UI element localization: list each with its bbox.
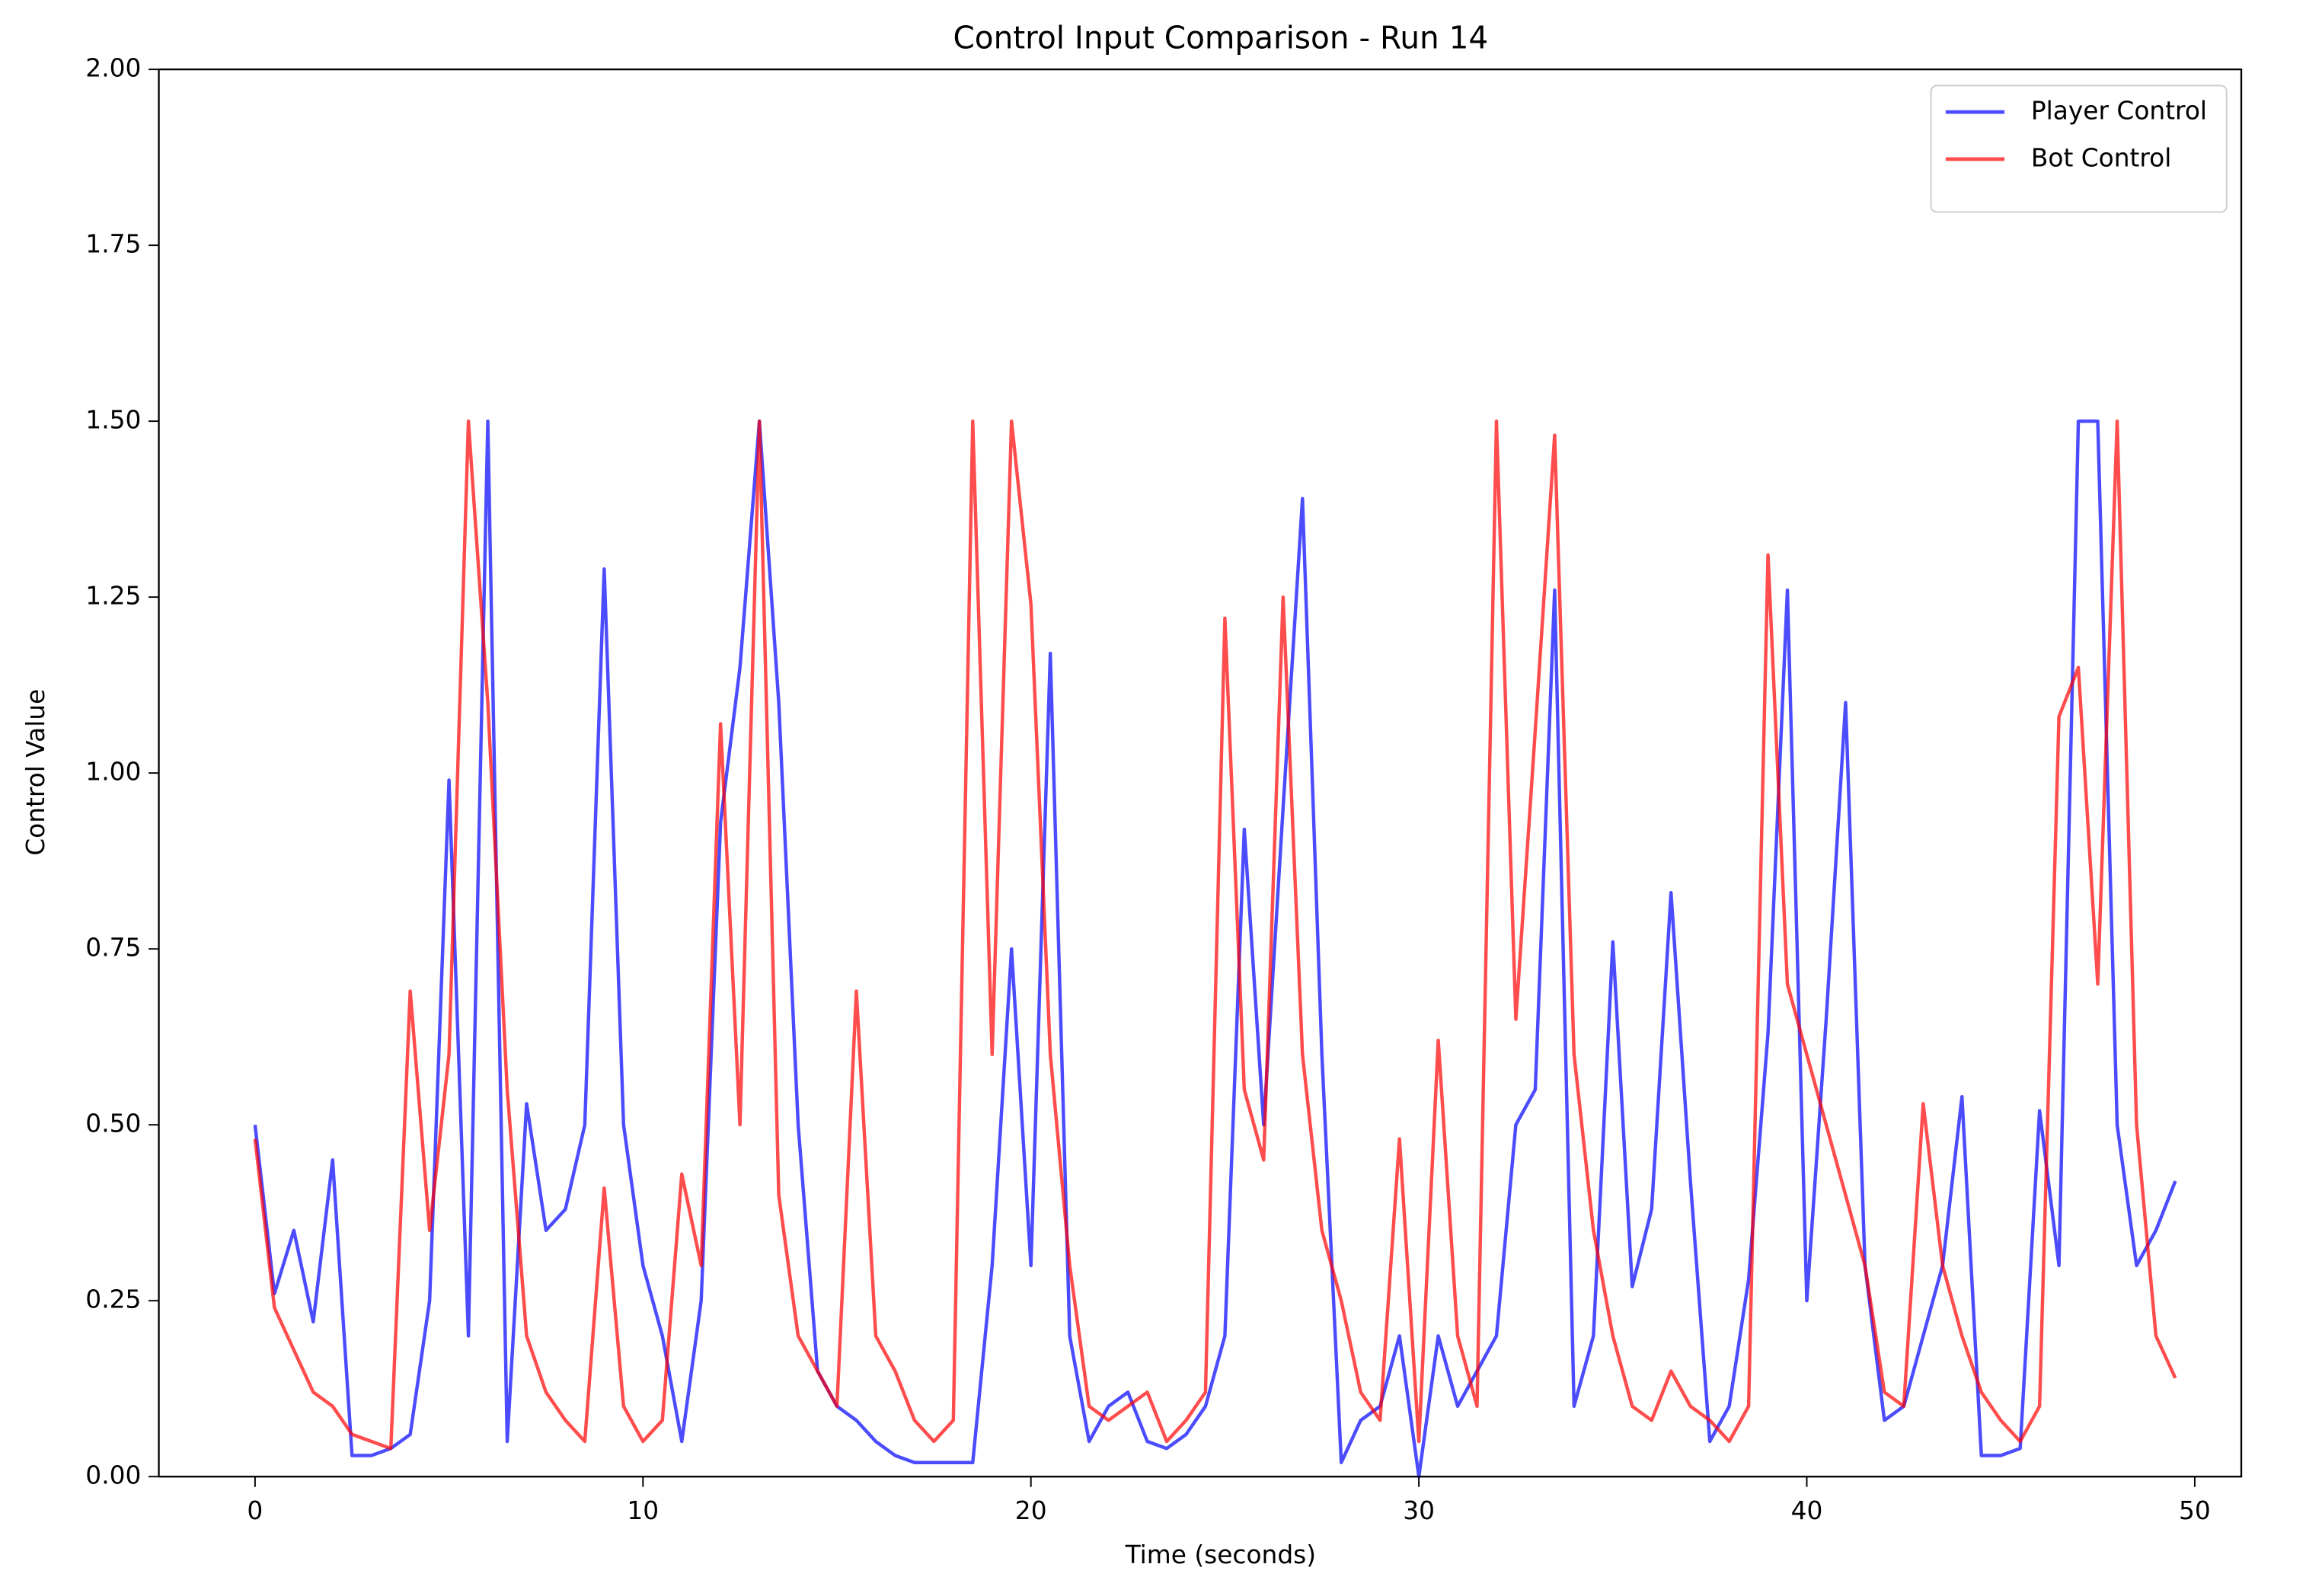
legend-box [1930, 85, 2228, 213]
x-tick-label: 20 [1015, 1496, 1047, 1525]
y-tick-label: 1.00 [85, 758, 141, 787]
y-tick-label: 0.25 [85, 1285, 141, 1314]
y-axis-label: Control Value [21, 689, 50, 856]
plot-frame [158, 68, 2243, 1478]
x-tick-label: 40 [1791, 1496, 1823, 1525]
x-tick-label: 0 [247, 1496, 263, 1525]
y-tick-label: 1.75 [85, 230, 141, 259]
series-line [253, 419, 2177, 1451]
y-tick-label: 0.00 [85, 1461, 141, 1490]
y-tick-label: 1.25 [85, 582, 141, 611]
legend-label: Bot Control [2031, 143, 2172, 172]
x-tick-label: 50 [2179, 1496, 2211, 1525]
legend-label: Player Control [2031, 97, 2207, 126]
y-tick-label: 1.50 [85, 406, 141, 435]
y-tick-label: 0.75 [85, 934, 141, 962]
y-tick-label: 0.50 [85, 1109, 141, 1138]
x-tick-label: 30 [1403, 1496, 1435, 1525]
chart-title: Control Input Comparison - Run 14 [953, 20, 1488, 56]
series-line [253, 419, 2177, 1479]
y-tick-label: 2.00 [85, 54, 141, 83]
x-axis-label: Time (seconds) [1125, 1540, 1316, 1569]
x-tick-label: 10 [627, 1496, 659, 1525]
